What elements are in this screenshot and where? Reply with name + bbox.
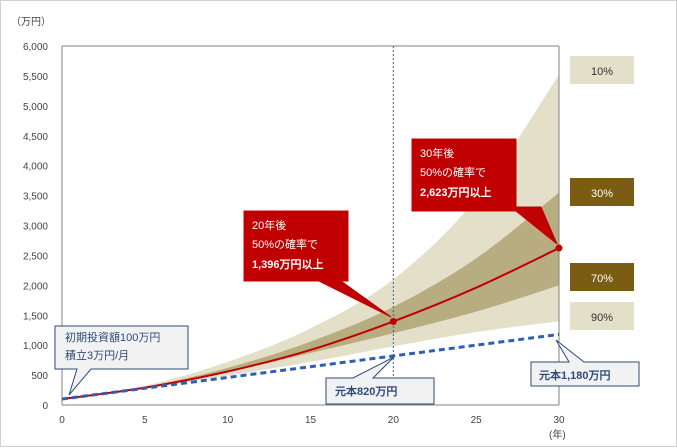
callout-30y-line3: 2,623万円以上 xyxy=(420,185,492,199)
x-tick-label: 25 xyxy=(471,415,483,426)
y-tick-label: 0 xyxy=(42,401,48,412)
callout-20y-line3: 1,396万円以上 xyxy=(252,257,324,271)
callout-20y: 20年後 50%の確率で 1,396万円以上 xyxy=(243,210,392,318)
callout-30y: 30年後 50%の確率で 2,623万円以上 xyxy=(411,138,558,245)
legend-swatch-10 xyxy=(570,56,634,84)
callout-initial: 初期投資額100万円 積立3万円/月 xyxy=(54,325,189,396)
callout-principal-30y: 元本1,180万円 xyxy=(530,339,640,387)
x-tick-label: 15 xyxy=(305,415,317,426)
marker-30y xyxy=(555,244,563,252)
callout-principal-30y-text: 元本1,180万円 xyxy=(539,368,611,382)
legend-label-90: 90% xyxy=(591,312,613,324)
x-axis-ticks: 0 5 10 15 20 25 30 xyxy=(59,415,565,426)
x-tick-label: 5 xyxy=(142,415,148,426)
callout-30y-line2: 50%の確率で xyxy=(420,165,486,179)
callout-20y-line2: 50%の確率で xyxy=(252,237,318,251)
x-tick-label: 20 xyxy=(388,415,400,426)
y-tick-label: 500 xyxy=(31,371,48,382)
callout-principal-20y: 元本820万円 xyxy=(325,356,435,405)
y-tick-label: 1,500 xyxy=(23,311,48,322)
y-tick-label: 3,000 xyxy=(23,222,48,233)
x-tick-label: 10 xyxy=(222,415,234,426)
y-tick-label: 6,000 xyxy=(23,42,48,53)
y-tick-label: 2,500 xyxy=(23,251,48,262)
x-tick-label: 0 xyxy=(59,415,65,426)
y-tick-label: 1,000 xyxy=(23,341,48,352)
y-tick-label: 5,500 xyxy=(23,72,48,83)
series-line-90 xyxy=(61,332,560,401)
plot-area xyxy=(61,45,563,406)
y-tick-label: 3,500 xyxy=(23,192,48,203)
y-tick-label: 5,000 xyxy=(23,102,48,113)
legend-label-30: 30% xyxy=(591,188,613,200)
y-axis-ticks: 0 500 1,000 1,500 2,000 2,500 3,000 3,500 4,000 4… xyxy=(23,42,48,412)
y-tick-label: 2,000 xyxy=(23,281,48,292)
legend-swatch-30 xyxy=(570,178,634,206)
callout-initial-line2: 積立3万円/月 xyxy=(65,348,129,362)
marker-20y xyxy=(389,317,397,325)
y-tick-label: 4,500 xyxy=(23,132,48,143)
x-tick-label: 30 xyxy=(553,415,565,426)
legend: 10% 30% 70% 90% xyxy=(570,56,634,330)
callout-principal-20y-text: 元本820万円 xyxy=(335,384,397,398)
y-unit-label: （万円） xyxy=(11,16,51,28)
legend-label-10: 10% xyxy=(591,66,613,78)
callout-initial-line1: 初期投資額100万円 xyxy=(65,330,160,344)
legend-swatch-90 xyxy=(570,302,634,330)
x-unit-label: (年) xyxy=(549,428,566,441)
legend-swatch-70 xyxy=(570,263,634,291)
callout-20y-line1: 20年後 xyxy=(252,218,286,232)
legend-label-70: 70% xyxy=(591,273,613,285)
callout-30y-line1: 30年後 xyxy=(420,146,454,160)
y-tick-label: 4,000 xyxy=(23,162,48,173)
